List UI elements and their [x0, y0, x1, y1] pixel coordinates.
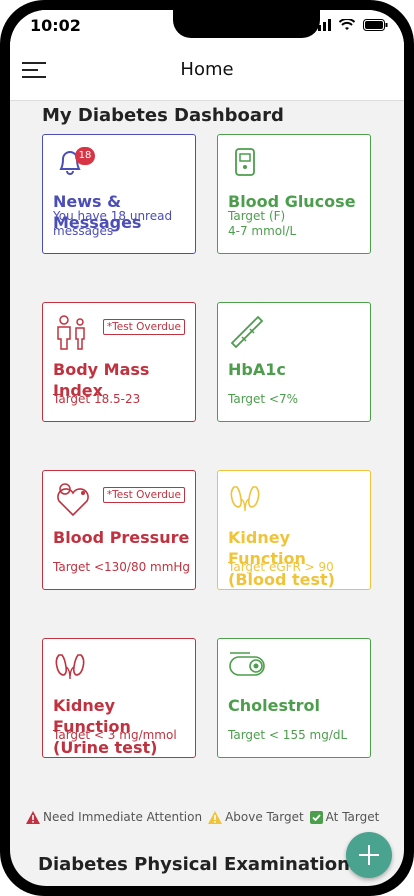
legend-label: Above Target: [225, 810, 304, 824]
card-title: Body Mass Index: [53, 360, 150, 400]
card-title: News & Messages: [53, 192, 142, 232]
hba1c-card[interactable]: HbA1c Target <7%: [217, 302, 371, 422]
card-subtitle: Target <7%: [228, 392, 299, 406]
menu-line: [22, 76, 46, 78]
card-subtitle: Target (F) 4-7 mmol/L: [228, 209, 297, 238]
card-subtitle: You have 18 unread messages: [53, 209, 173, 238]
bmi-card[interactable]: *Test Overdue Body Mass Index Target 18.…: [42, 302, 196, 422]
app-bar: Home: [10, 44, 404, 101]
card-subtitle: Target <130/80 mmHg: [53, 560, 191, 574]
screen: 10:02: [10, 10, 404, 886]
blood-glucose-card[interactable]: Blood Glucose Target (F) 4-7 mmol/L: [217, 134, 371, 254]
status-time: 10:02: [30, 16, 81, 35]
unread-badge: 18: [75, 147, 95, 165]
legend-label: At Target: [325, 810, 380, 824]
menu-line: [22, 69, 38, 71]
test-strip-icon: [228, 313, 264, 349]
warning-red-icon: [26, 810, 40, 824]
kidney-icon: [53, 649, 87, 683]
card-title: Kidney Function (Urine test): [53, 696, 158, 757]
card-title: Blood Glucose: [228, 192, 356, 211]
status-legend: Need Immediate Attention Above Target At…: [26, 810, 379, 824]
blood-pressure-card[interactable]: *Test Overdue Blood Pressure Target <130…: [42, 470, 196, 590]
status-icons: [313, 19, 388, 31]
bmi-people-icon: [53, 313, 87, 350]
card-title: Cholestrol: [228, 696, 320, 715]
card-subtitle: Target < 3 mg/mmol: [53, 728, 177, 742]
check-green-icon: [309, 810, 323, 824]
wifi-icon: [339, 19, 355, 30]
menu-line: [22, 62, 46, 64]
news-messages-card[interactable]: 18 News & Messages You have 18 unread me…: [42, 134, 196, 254]
add-fab-button[interactable]: [346, 832, 392, 878]
cholesterol-card[interactable]: Cholestrol Target < 155 mg/dL: [217, 638, 371, 758]
notch: [173, 10, 320, 38]
kidney-blood-card[interactable]: Kidney Function (Blood test) Target eGFR…: [217, 470, 371, 590]
legend-immediate: Need Immediate Attention: [26, 810, 202, 824]
status-bar: 10:02: [10, 10, 404, 44]
glucose-meter-icon: [228, 145, 262, 179]
card-title: Blood Pressure: [53, 528, 190, 547]
legend-label: Need Immediate Attention: [43, 810, 203, 824]
legend-at: At Target: [309, 810, 380, 824]
kidney-icon: [228, 481, 262, 515]
kidney-urine-card[interactable]: Kidney Function (Urine test) Target < 3 …: [42, 638, 196, 758]
physical-exams-title: Diabetes Physical Examinations: [38, 854, 361, 875]
artery-icon: [228, 649, 265, 683]
dashboard-title: My Diabetes Dashboard: [42, 105, 284, 126]
page-title: Home: [180, 59, 234, 80]
card-title: Kidney Function (Blood test): [228, 528, 335, 589]
card-title: HbA1c: [228, 360, 286, 379]
menu-button[interactable]: [22, 62, 46, 82]
card-subtitle: Target < 155 mg/dL: [228, 728, 348, 742]
card-subtitle: Target eGFR > 90: [228, 560, 334, 574]
battery-icon: [363, 19, 388, 31]
heart-pressure-icon: [53, 481, 89, 517]
warning-yellow-icon: [208, 810, 223, 824]
card-subtitle: Target 18.5-23: [53, 392, 141, 406]
test-overdue-badge: *Test Overdue: [102, 487, 185, 503]
legend-above: Above Target: [208, 810, 304, 824]
signal-icon: [313, 19, 331, 31]
test-overdue-badge: *Test Overdue: [102, 319, 185, 335]
bell-icon: 18: [53, 145, 95, 179]
